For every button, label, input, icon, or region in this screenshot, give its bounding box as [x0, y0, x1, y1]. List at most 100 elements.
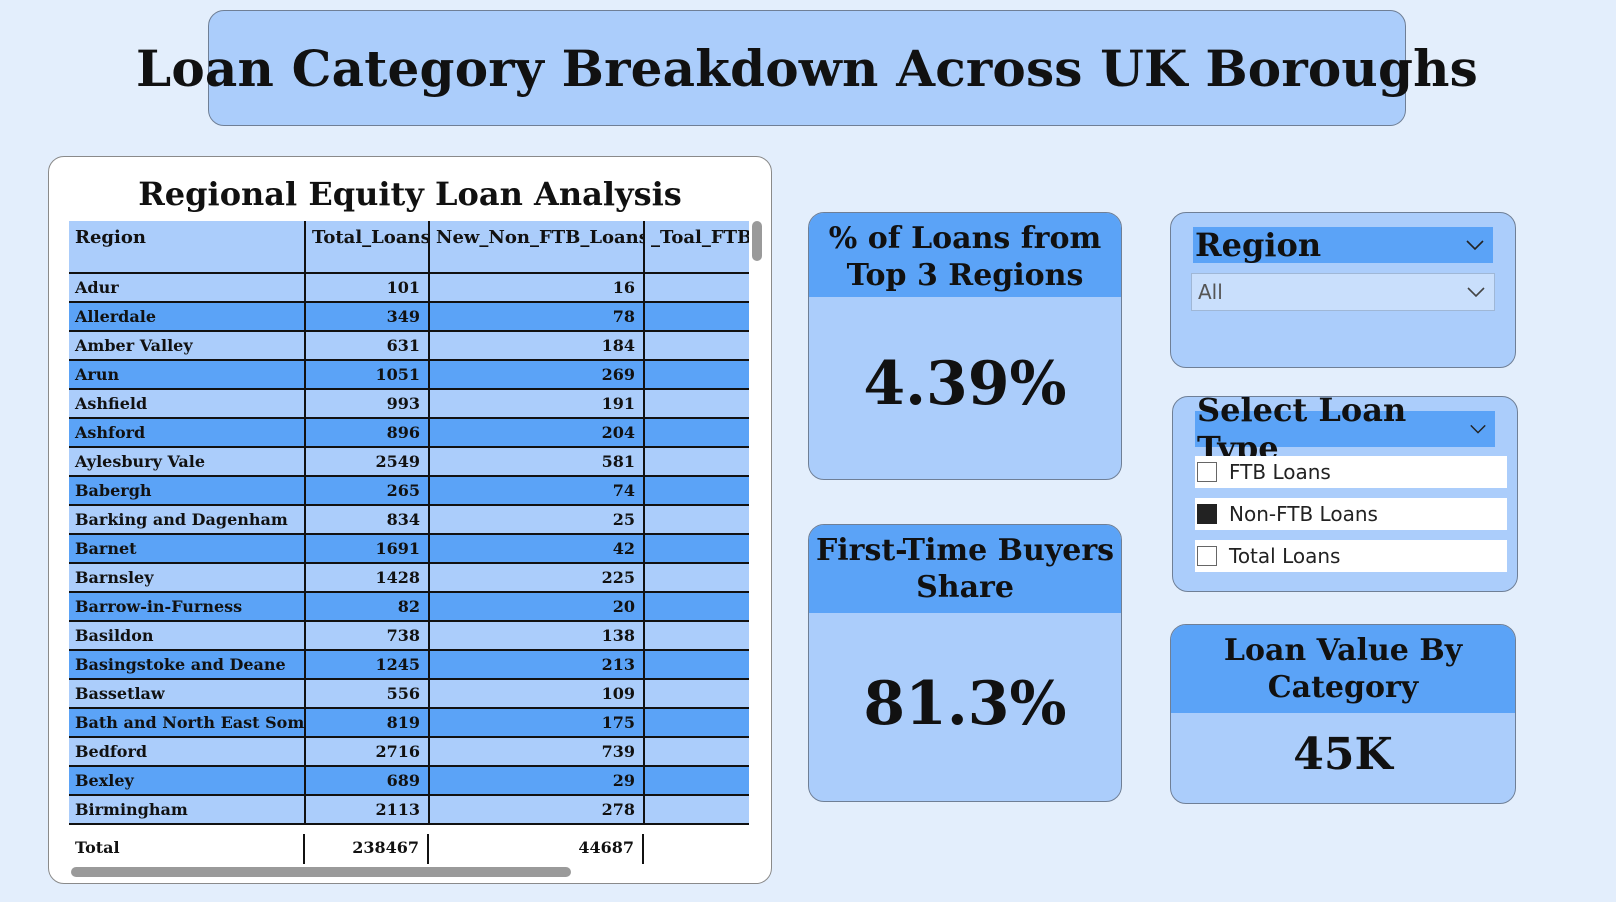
- non-ftb-loans-cell: 109: [429, 679, 645, 709]
- region-cell: Babergh: [69, 476, 306, 506]
- table-row[interactable]: Babergh 265 74: [69, 476, 749, 506]
- table-row[interactable]: Barnet 1691 42: [69, 534, 749, 564]
- total-loans-cell: 265: [305, 476, 430, 506]
- loan-type-slicer: Select Loan Type FTB Loans Non-FTB Loans…: [1172, 391, 1518, 592]
- horizontal-scrollbar[interactable]: [71, 867, 571, 877]
- region-cell: Bath and North East Somerset: [69, 708, 306, 738]
- column-header[interactable]: Region: [69, 221, 306, 274]
- non-ftb-loans-cell: 20: [429, 592, 645, 622]
- non-ftb-loans-cell: 184: [429, 331, 645, 361]
- non-ftb-loans-cell: 29: [429, 766, 645, 796]
- ftb-cell: [644, 505, 749, 535]
- top3-regions-card: % of Loans from Top 3 Regions 4.39%: [808, 212, 1122, 480]
- loan-type-option-total[interactable]: Total Loans: [1195, 540, 1507, 572]
- table-row[interactable]: Barrow-in-Furness 82 20: [69, 592, 749, 622]
- table-row[interactable]: Bassetlaw 556 109: [69, 679, 749, 709]
- non-ftb-loans-cell: 269: [429, 360, 645, 390]
- region-cell: Barnsley: [69, 563, 306, 593]
- total-loans-cell: 2716: [305, 737, 430, 767]
- checkbox-icon[interactable]: [1197, 546, 1217, 566]
- total-loans-cell: 2113: [305, 795, 430, 825]
- region-cell: Bedford: [69, 737, 306, 767]
- non-ftb-loans-cell: 175: [429, 708, 645, 738]
- checkbox-icon[interactable]: [1197, 462, 1217, 482]
- loan-table: Region Total_Loans New_Non_FTB_Loans _To…: [69, 221, 749, 825]
- ftb-cell: [644, 534, 749, 564]
- total-loans-cell: 834: [305, 505, 430, 535]
- non-ftb-loans-cell: 225: [429, 563, 645, 593]
- loan-type-option-ftb[interactable]: FTB Loans: [1195, 456, 1507, 488]
- column-header[interactable]: New_Non_FTB_Loans: [429, 221, 645, 274]
- total-loans-cell: 1245: [305, 650, 430, 680]
- total-loans-cell: 1051: [305, 360, 430, 390]
- table-row[interactable]: Adur 101 16: [69, 273, 749, 303]
- region-cell: Basingstoke and Deane: [69, 650, 306, 680]
- table-row[interactable]: Barnsley 1428 225: [69, 563, 749, 593]
- ftb-cell: [644, 476, 749, 506]
- region-cell: Ashford: [69, 418, 306, 448]
- region-cell: Ashfield: [69, 389, 306, 419]
- ftb-share-card: First-Time Buyers Share 81.3%: [808, 524, 1122, 802]
- chevron-down-icon[interactable]: [1469, 419, 1487, 439]
- table-row[interactable]: Bath and North East Somerset819175: [69, 708, 749, 738]
- region-cell: Allerdale: [69, 302, 306, 332]
- column-header[interactable]: Total_Loans: [305, 221, 430, 274]
- ftb-cell: [644, 389, 749, 419]
- total-loans-cell: 819: [305, 708, 430, 738]
- table-row[interactable]: Basingstoke and Deane 1245 213: [69, 650, 749, 680]
- table-row[interactable]: Amber Valley 631 184: [69, 331, 749, 361]
- chevron-down-icon[interactable]: [1465, 235, 1485, 255]
- column-header[interactable]: _Toal_FTB: [644, 221, 749, 274]
- checkbox-icon[interactable]: [1197, 504, 1217, 524]
- ftb-cell: [644, 331, 749, 361]
- total-loans-cell: 896: [305, 418, 430, 448]
- non-ftb-loans-cell: 138: [429, 621, 645, 651]
- total-loans-cell: 556: [305, 679, 430, 709]
- table-row[interactable]: Barking and Dagenham 834 25: [69, 505, 749, 535]
- non-ftb-loans-cell: 16: [429, 273, 645, 303]
- region-slicer-header[interactable]: Region: [1193, 226, 1493, 264]
- total-loans-value: 238467: [305, 834, 429, 864]
- total-loans-cell: 738: [305, 621, 430, 651]
- region-cell: Barking and Dagenham: [69, 505, 306, 535]
- region-slicer-label: Region: [1195, 226, 1322, 264]
- region-cell: Aylesbury Vale: [69, 447, 306, 477]
- loan-type-option-non-ftb[interactable]: Non-FTB Loans: [1195, 498, 1507, 530]
- region-cell: Birmingham: [69, 795, 306, 825]
- table-total-row: Total 238467 44687: [69, 834, 749, 864]
- ftb-cell: [644, 650, 749, 680]
- table-row[interactable]: Bexley 689 29: [69, 766, 749, 796]
- loan-type-slicer-header[interactable]: Select Loan Type: [1195, 391, 1495, 467]
- ftb-cell: [644, 795, 749, 825]
- total-loans-cell: 349: [305, 302, 430, 332]
- loan-value-value: 45K: [1293, 729, 1393, 780]
- ftb-cell: [644, 302, 749, 332]
- table-row[interactable]: Ashfield 993 191: [69, 389, 749, 419]
- ftb-cell: [644, 563, 749, 593]
- vertical-scrollbar[interactable]: [752, 221, 762, 261]
- loan-value-label: Loan Value By Category: [1171, 625, 1515, 713]
- option-label: Total Loans: [1229, 544, 1341, 568]
- total-loans-cell: 993: [305, 389, 430, 419]
- table-grid[interactable]: Region Total_Loans New_Non_FTB_Loans _To…: [69, 221, 749, 833]
- chevron-down-icon: [1467, 287, 1485, 298]
- total-ftb-value: [644, 834, 749, 864]
- table-row[interactable]: Birmingham 2113 278: [69, 795, 749, 825]
- table-row[interactable]: Arun 1051 269: [69, 360, 749, 390]
- ftb-cell: [644, 592, 749, 622]
- table-row[interactable]: Basildon 738 138: [69, 621, 749, 651]
- ftb-cell: [644, 737, 749, 767]
- table-row[interactable]: Bedford 2716 739: [69, 737, 749, 767]
- table-row[interactable]: Aylesbury Vale 2549 581: [69, 447, 749, 477]
- non-ftb-loans-cell: 25: [429, 505, 645, 535]
- total-loans-cell: 2549: [305, 447, 430, 477]
- region-dropdown[interactable]: All: [1191, 273, 1495, 311]
- region-cell: Bexley: [69, 766, 306, 796]
- table-row[interactable]: Allerdale 349 78: [69, 302, 749, 332]
- ftb-cell: [644, 766, 749, 796]
- table-header-row: Region Total_Loans New_Non_FTB_Loans _To…: [69, 221, 749, 274]
- total-loans-cell: 82: [305, 592, 430, 622]
- total-loans-cell: 689: [305, 766, 430, 796]
- non-ftb-loans-cell: 739: [429, 737, 645, 767]
- table-row[interactable]: Ashford 896 204: [69, 418, 749, 448]
